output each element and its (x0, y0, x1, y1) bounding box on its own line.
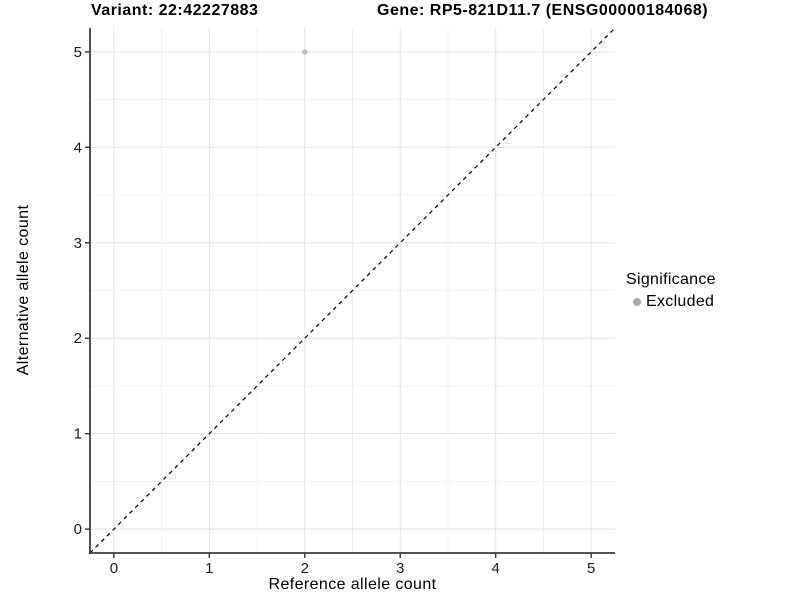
x-axis-label: Reference allele count (268, 576, 437, 593)
y-axis-label: Alternative allele count (15, 204, 32, 376)
legend-entry-label: Excluded (646, 293, 715, 310)
svg-text:4: 4 (492, 560, 500, 577)
legend: Significance Excluded (626, 271, 716, 311)
variant-title: Variant: 22:42227883 (91, 2, 259, 19)
svg-text:1: 1 (205, 560, 213, 577)
svg-text:2: 2 (74, 330, 82, 347)
svg-text:5: 5 (74, 44, 82, 61)
gene-title: Gene: RP5-821D11.7 (ENSG00000184068) (377, 2, 709, 19)
legend-title: Significance (626, 271, 716, 288)
svg-text:3: 3 (396, 560, 404, 577)
legend-entry-excluded: Excluded (633, 293, 716, 311)
svg-text:1: 1 (74, 426, 82, 443)
svg-text:0: 0 (110, 560, 118, 577)
excluded-point-icon (633, 298, 641, 306)
svg-text:4: 4 (74, 139, 82, 156)
svg-text:0: 0 (74, 521, 82, 538)
svg-text:2: 2 (301, 560, 309, 577)
svg-text:5: 5 (587, 560, 595, 577)
svg-text:3: 3 (74, 235, 82, 252)
